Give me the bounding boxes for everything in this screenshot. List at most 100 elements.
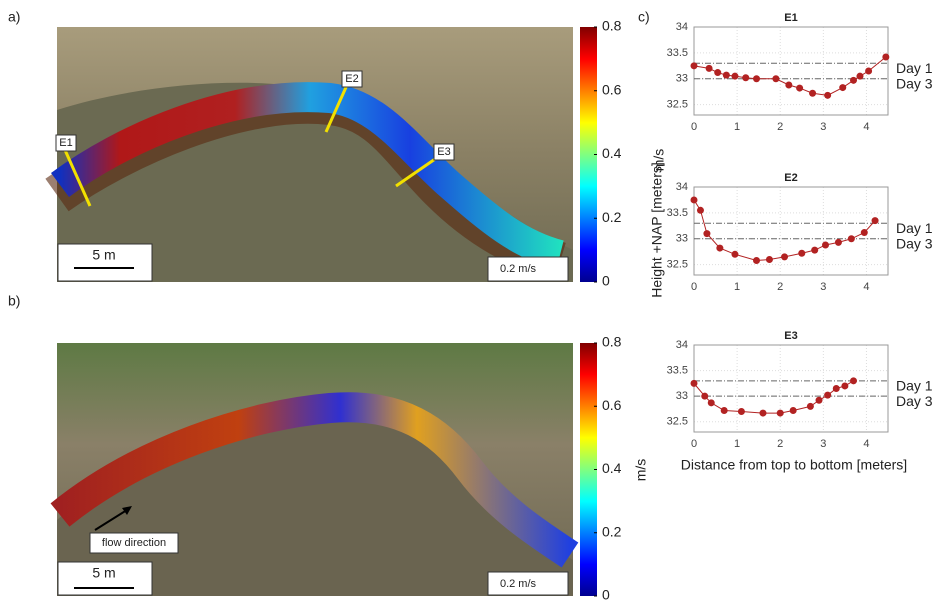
panel-label: c)	[638, 9, 650, 25]
y-tick-label: 34	[676, 339, 688, 351]
chart-title: E3	[784, 330, 797, 342]
x-tick-label: 2	[777, 281, 783, 293]
reference-label: Day 3	[896, 235, 933, 251]
data-point	[737, 408, 745, 416]
colorbar-tick-label: 0	[602, 587, 610, 601]
colorbar-label: m/s	[633, 459, 649, 482]
data-point	[824, 391, 832, 399]
data-point	[832, 385, 840, 392]
data-point	[720, 407, 728, 415]
y-tick-label: 33	[676, 390, 688, 402]
data-point	[798, 249, 806, 257]
x-tick-label: 0	[691, 281, 697, 293]
panel-label: a)	[8, 9, 20, 25]
data-point	[850, 377, 858, 385]
annotation-box	[55, 134, 77, 152]
annotation: E3	[437, 146, 450, 158]
photo-b	[50, 343, 579, 596]
x-tick-label: 3	[820, 438, 826, 450]
data-point	[714, 69, 722, 77]
y-tick-label: 34	[676, 21, 688, 33]
data-point	[839, 84, 847, 92]
annotation: E1	[59, 137, 72, 149]
x-axis-label: Distance from top to bottom [meters]	[681, 457, 907, 473]
y-tick-label: 32.5	[667, 416, 688, 428]
photo-a	[45, 27, 573, 282]
data-point	[716, 244, 724, 252]
data-point	[847, 235, 855, 243]
plot-area	[694, 27, 888, 115]
data-point	[772, 75, 780, 83]
x-tick-label: 1	[734, 281, 740, 293]
colorbar	[580, 27, 597, 282]
y-tick-label: 33.5	[667, 364, 688, 376]
data-point	[759, 409, 767, 417]
data-point	[796, 84, 804, 92]
data-point	[753, 75, 761, 83]
data-point	[731, 72, 739, 80]
data-point	[776, 409, 784, 417]
data-point	[841, 382, 849, 390]
data-point	[781, 253, 789, 261]
data-point	[690, 62, 698, 70]
data-point	[785, 81, 793, 89]
x-tick-label: 1	[734, 438, 740, 450]
data-point	[789, 407, 797, 415]
axes-frame	[693, 186, 889, 276]
chart-title: E2	[784, 172, 797, 184]
x-tick-label: 2	[777, 121, 783, 133]
data-point	[765, 255, 773, 263]
chart-title: E1	[784, 12, 797, 24]
y-tick-label: 32.5	[667, 259, 688, 271]
x-tick-label: 0	[691, 121, 697, 133]
y-tick-label: 33.5	[667, 47, 688, 59]
colorbar-tick-label: 0.8	[602, 334, 622, 350]
scale-bar-label: 5 m	[92, 247, 115, 263]
reference-label: Day 1	[896, 220, 933, 236]
x-tick-label: 1	[734, 121, 740, 133]
plot-area	[694, 345, 888, 432]
colorbar-tick-label: 0.2	[602, 523, 622, 539]
data-point	[882, 53, 890, 61]
data-point	[690, 196, 698, 204]
data-point	[856, 72, 864, 80]
x-tick-label: 4	[863, 438, 869, 450]
colorbar-tick-label: 0.4	[602, 460, 622, 476]
colorbar	[580, 343, 597, 596]
reference-label: Day 1	[896, 60, 933, 76]
data-point	[703, 230, 711, 238]
y-tick-label: 33	[676, 73, 688, 85]
data-point	[809, 89, 817, 97]
data-point	[860, 229, 868, 237]
vector-scale-label: 0.2 m/s	[500, 578, 537, 590]
colorbar-label: m/s	[651, 149, 667, 172]
annotation: flow direction	[102, 537, 166, 549]
axes-frame	[693, 344, 889, 433]
plot-area	[694, 187, 888, 275]
reference-label: Day 3	[896, 75, 933, 91]
y-tick-label: 34	[676, 181, 688, 193]
data-point	[865, 67, 873, 75]
colorbar-tick-label: 0.4	[602, 145, 622, 161]
reference-label: Day 3	[896, 393, 933, 409]
data-point	[742, 74, 750, 82]
colorbar-tick-label: 0.6	[602, 397, 622, 413]
colorbar-tick-label: 0	[602, 273, 610, 289]
axes-frame	[693, 26, 889, 116]
annotation: E2	[345, 73, 358, 85]
data-point	[707, 399, 715, 407]
colorbar-tick-label: 0.6	[602, 81, 622, 97]
vector-scale-label: 0.2 m/s	[500, 263, 537, 275]
annotation-box	[433, 143, 455, 161]
data-point	[850, 76, 858, 84]
x-tick-label: 3	[820, 281, 826, 293]
data-point	[811, 246, 819, 254]
y-tick-label: 32.5	[667, 99, 688, 111]
x-tick-label: 4	[863, 121, 869, 133]
data-point	[753, 257, 761, 265]
y-tick-label: 33	[676, 233, 688, 245]
data-point	[731, 250, 739, 258]
data-point	[815, 396, 823, 404]
y-tick-label: 33.5	[667, 207, 688, 219]
